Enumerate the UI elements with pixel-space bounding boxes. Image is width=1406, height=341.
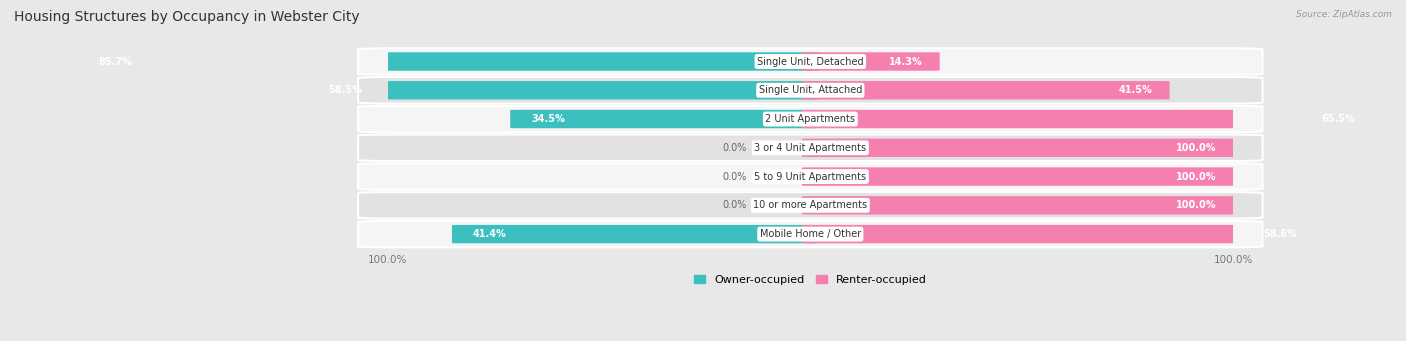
Text: 65.5%: 65.5% (1322, 114, 1355, 124)
Text: Mobile Home / Other: Mobile Home / Other (759, 229, 860, 239)
Legend: Owner-occupied, Renter-occupied: Owner-occupied, Renter-occupied (690, 270, 931, 289)
Text: 0.0%: 0.0% (723, 200, 747, 210)
Text: 2 Unit Apartments: 2 Unit Apartments (765, 114, 855, 124)
FancyBboxPatch shape (801, 81, 1170, 100)
Text: Source: ZipAtlas.com: Source: ZipAtlas.com (1296, 10, 1392, 19)
FancyBboxPatch shape (359, 77, 1263, 104)
FancyBboxPatch shape (384, 81, 818, 100)
FancyBboxPatch shape (359, 221, 1263, 247)
Text: Housing Structures by Occupancy in Webster City: Housing Structures by Occupancy in Webst… (14, 10, 360, 24)
Text: 100.0%: 100.0% (1175, 172, 1216, 181)
Text: 100.0%: 100.0% (1175, 200, 1216, 210)
FancyBboxPatch shape (801, 52, 939, 71)
FancyBboxPatch shape (801, 167, 1237, 186)
Text: 58.6%: 58.6% (1264, 229, 1298, 239)
Text: Single Unit, Attached: Single Unit, Attached (759, 85, 862, 95)
FancyBboxPatch shape (801, 110, 1237, 128)
FancyBboxPatch shape (801, 138, 1237, 157)
Text: 41.4%: 41.4% (472, 229, 506, 239)
FancyBboxPatch shape (510, 110, 818, 128)
Text: 5 to 9 Unit Apartments: 5 to 9 Unit Apartments (754, 172, 866, 181)
Text: 41.5%: 41.5% (1119, 85, 1153, 95)
Text: 10 or more Apartments: 10 or more Apartments (754, 200, 868, 210)
Text: 58.5%: 58.5% (329, 85, 363, 95)
Text: Single Unit, Detached: Single Unit, Detached (756, 57, 863, 66)
FancyBboxPatch shape (359, 106, 1263, 132)
Text: 0.0%: 0.0% (723, 143, 747, 153)
Text: 100.0%: 100.0% (1175, 143, 1216, 153)
FancyBboxPatch shape (359, 163, 1263, 190)
FancyBboxPatch shape (801, 225, 1237, 243)
FancyBboxPatch shape (451, 225, 818, 243)
Text: 14.3%: 14.3% (889, 57, 922, 66)
FancyBboxPatch shape (359, 135, 1263, 161)
FancyBboxPatch shape (801, 196, 1237, 214)
Text: 0.0%: 0.0% (723, 172, 747, 181)
Text: 34.5%: 34.5% (531, 114, 565, 124)
FancyBboxPatch shape (384, 52, 818, 71)
Text: 85.7%: 85.7% (98, 57, 132, 66)
FancyBboxPatch shape (359, 192, 1263, 219)
Text: 3 or 4 Unit Apartments: 3 or 4 Unit Apartments (754, 143, 866, 153)
FancyBboxPatch shape (359, 48, 1263, 75)
